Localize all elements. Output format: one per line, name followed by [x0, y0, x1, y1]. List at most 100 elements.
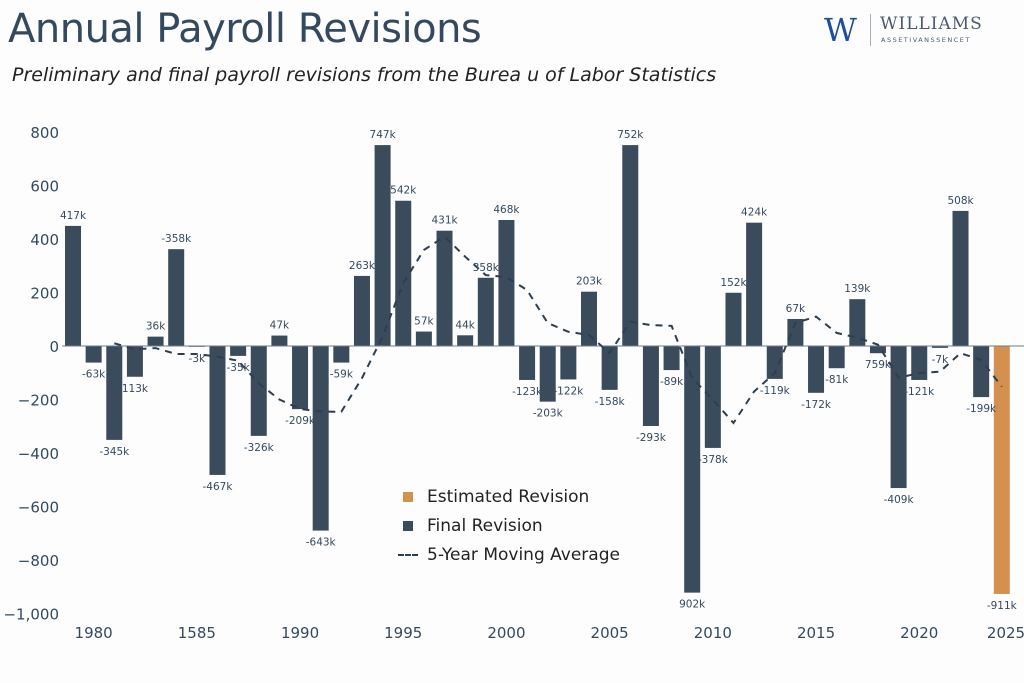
bar-1983 — [147, 336, 164, 346]
y-tick-label: −600 — [18, 499, 59, 517]
data-label-2016: -81k — [825, 374, 849, 386]
bar-1998 — [457, 335, 474, 346]
bar-2022 — [952, 210, 969, 346]
bar-1992 — [333, 346, 350, 363]
bar-2008 — [663, 346, 680, 371]
bar-2001 — [519, 346, 536, 380]
data-label-1993: 263k — [349, 260, 376, 272]
bar-2000 — [498, 220, 515, 346]
williams-logo: W WILLIAMS ASSETIVANSSENCET — [824, 12, 1014, 48]
data-label-2000: 468k — [493, 204, 520, 216]
x-axis: 1980 1585 1990 1995 2000 2005 2010 2015 2020 2025 — [75, 624, 1024, 642]
data-label-1983: 36k — [146, 321, 166, 333]
data-label-2004: 203k — [576, 276, 603, 288]
legend-item-estimated: Estimated Revision — [398, 482, 620, 511]
x-tick-label: 2005 — [591, 624, 629, 642]
data-label-1981: -345k — [99, 446, 130, 458]
data-label-2007: -293k — [636, 432, 667, 444]
y-tick-label: −200 — [18, 392, 59, 410]
legend: Estimated Revision Final Revision 5-Year… — [398, 482, 620, 569]
bar-2023 — [973, 346, 990, 398]
data-label-2019: -409k — [884, 494, 915, 506]
final-swatch — [403, 520, 413, 531]
x-tick-label: 1990 — [281, 624, 319, 642]
y-tick-label: 800 — [30, 124, 59, 142]
legend-label: Final Revision — [427, 515, 543, 536]
bar-1987 — [230, 346, 247, 356]
chart-title: Annual Payroll Revisions — [8, 6, 482, 52]
data-label-2011: 152k — [720, 277, 747, 289]
dashed-line-swatch — [398, 553, 418, 556]
bar-2013 — [766, 346, 783, 379]
data-label-2018: 759k — [865, 359, 892, 371]
bar-1991 — [312, 346, 329, 531]
bar-1984 — [168, 249, 185, 346]
data-label-1979: 417k — [60, 210, 87, 222]
y-tick-label: 0 — [49, 338, 59, 356]
bar-2017 — [849, 299, 866, 346]
legend-item-moving-average: 5-Year Moving Average — [398, 540, 620, 569]
bar-2011 — [725, 292, 742, 346]
bar-2019 — [890, 346, 907, 489]
logo-name: WILLIAMS — [880, 14, 983, 34]
bar-1986 — [209, 346, 226, 475]
data-label-1982: 113k — [122, 383, 149, 395]
bar-1989 — [271, 335, 288, 346]
data-label-2009: 902k — [679, 599, 706, 611]
data-label-1980: -63k — [82, 369, 106, 381]
data-label-2020: -121k — [904, 386, 935, 398]
bar-2009 — [684, 346, 701, 593]
y-tick-label: 600 — [30, 178, 59, 196]
bar-1995 — [395, 200, 412, 346]
bar-2004 — [581, 291, 597, 346]
estimated-swatch — [403, 491, 413, 502]
x-tick-label: 1980 — [75, 624, 113, 642]
data-label-2014: 67k — [786, 303, 806, 315]
x-tick-label: 2020 — [900, 624, 938, 642]
y-tick-label: −1,000 — [3, 606, 59, 624]
bar-1996 — [415, 331, 432, 346]
data-label-2001: -123k — [512, 386, 543, 398]
bar-1980 — [85, 346, 102, 363]
bar-2015 — [808, 346, 825, 393]
data-label-2005: -158k — [595, 396, 626, 408]
data-label-2023: -199k — [966, 403, 997, 415]
legend-label: 5-Year Moving Average — [427, 544, 620, 565]
data-label-1989: 47k — [270, 320, 290, 332]
bar-1979 — [65, 225, 81, 346]
x-tick-label: 2025 — [987, 624, 1024, 642]
data-label-1988: -326k — [244, 442, 275, 454]
bar-1994 — [374, 145, 391, 346]
legend-item-final: Final Revision — [398, 511, 620, 540]
chart-subtitle: Preliminary and final payroll revisions … — [12, 64, 717, 86]
data-label-2022: 508k — [947, 195, 974, 207]
data-label-2012: 424k — [741, 207, 768, 219]
bar-1988 — [250, 346, 267, 436]
data-label-1984: -358k — [161, 233, 192, 245]
bar-2007 — [642, 346, 659, 426]
y-tick-label: −400 — [18, 445, 59, 463]
bar-data-labels: 417k -63k -345k 113k 36k -358k -3k -467k -35k -32… — [60, 129, 1018, 612]
x-tick-label: 2015 — [797, 624, 835, 642]
bar-2021 — [931, 346, 948, 348]
data-label-1999: 358k — [473, 262, 500, 274]
x-tick-label: 1585 — [178, 624, 216, 642]
bar-1981 — [106, 346, 123, 440]
bar-2012 — [746, 222, 763, 346]
logo-mark: W — [824, 11, 857, 49]
bar-1997 — [436, 230, 453, 346]
bar-1982 — [126, 346, 143, 377]
bar-1990 — [292, 346, 309, 410]
data-label-1992: -59k — [330, 369, 354, 381]
data-label-2021: -7k — [932, 354, 949, 366]
data-label-2024: -911k — [987, 600, 1018, 612]
bar-2003 — [560, 346, 577, 380]
bar-2016 — [828, 346, 845, 369]
bar-2005 — [601, 346, 618, 390]
x-tick-label: 1995 — [384, 624, 422, 642]
data-label-2015: -172k — [801, 399, 832, 411]
y-tick-label: 400 — [30, 231, 59, 249]
data-label-1986: -467k — [203, 481, 234, 493]
data-label-1985: -3k — [189, 353, 206, 365]
